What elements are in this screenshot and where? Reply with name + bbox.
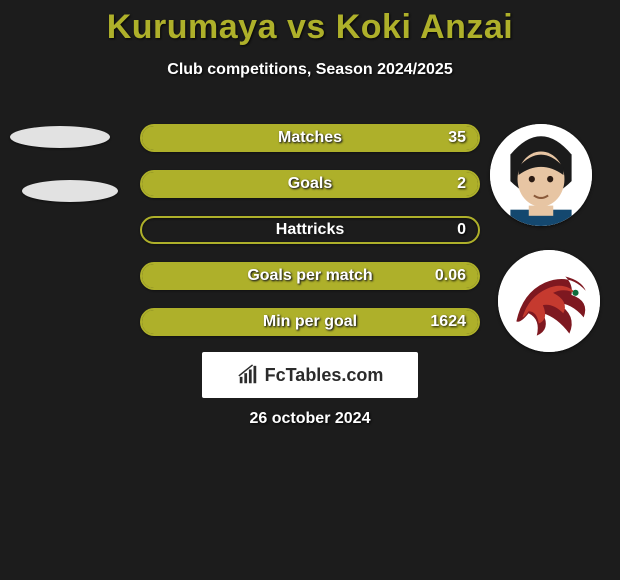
bar-chart-icon (237, 364, 259, 386)
stat-label: Goals (288, 175, 332, 193)
stat-right-value: 0 (457, 221, 466, 239)
stat-row-mpg: Min per goal 1624 (140, 308, 480, 336)
stat-row-goals: Goals 2 (140, 170, 480, 198)
stat-label: Goals per match (247, 267, 372, 285)
stat-label: Matches (278, 129, 342, 147)
stat-right-value: 1624 (430, 313, 466, 331)
right-club-avatar (498, 250, 600, 352)
date-text: 26 october 2024 (0, 410, 620, 428)
club-logo-icon (498, 250, 600, 352)
player-face-icon (490, 124, 592, 226)
stat-right-value: 0.06 (435, 267, 466, 285)
subtitle: Club competitions, Season 2024/2025 (0, 61, 620, 79)
stat-label: Min per goal (263, 313, 357, 331)
left-player-placeholder (10, 126, 110, 148)
stat-right-value: 2 (457, 175, 466, 193)
comparison-card: Kurumaya vs Koki Anzai Club competitions… (0, 0, 620, 580)
stat-bars: Matches 35 Goals 2 Hattricks 0 Goals per… (140, 124, 480, 354)
stat-right-value: 35 (448, 129, 466, 147)
branding-box: FcTables.com (202, 352, 418, 398)
left-club-placeholder (22, 180, 118, 202)
right-player-avatar (490, 124, 592, 226)
stat-row-matches: Matches 35 (140, 124, 480, 152)
branding-text: FcTables.com (265, 365, 384, 386)
stat-row-gpm: Goals per match 0.06 (140, 262, 480, 290)
stat-row-hattricks: Hattricks 0 (140, 216, 480, 244)
page-title: Kurumaya vs Koki Anzai (0, 0, 620, 47)
stat-label: Hattricks (276, 221, 344, 239)
